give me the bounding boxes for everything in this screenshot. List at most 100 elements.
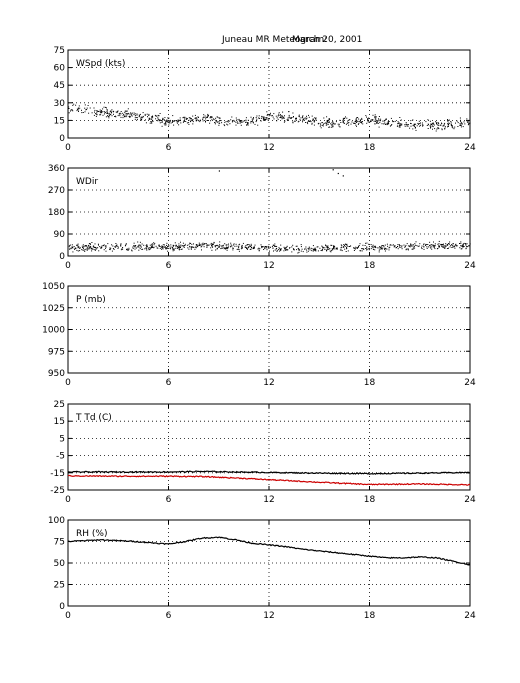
data-point (206, 246, 208, 248)
data-point (280, 116, 282, 118)
data-point (378, 251, 380, 253)
data-point (172, 120, 174, 122)
data-point (99, 246, 101, 248)
data-point (151, 117, 152, 119)
data-point (276, 250, 278, 252)
data-point (125, 116, 127, 118)
data-point (120, 111, 122, 112)
data-point (398, 122, 400, 124)
data-point (345, 251, 347, 252)
data-point (397, 122, 399, 124)
data-point (438, 245, 440, 247)
scatter-series-0 (68, 240, 471, 254)
y-tick-label: 100 (48, 516, 65, 526)
data-point (191, 246, 193, 248)
line-series-0 (67, 536, 471, 566)
data-point (180, 244, 182, 246)
data-point (313, 121, 315, 123)
data-point (81, 249, 83, 251)
data-point (278, 114, 280, 116)
data-point (387, 121, 389, 123)
data-point (146, 245, 148, 247)
data-point (202, 120, 204, 122)
data-point (167, 121, 169, 123)
data-point (304, 117, 306, 119)
data-point (196, 118, 198, 120)
data-point (96, 248, 98, 250)
data-point (177, 120, 179, 122)
data-point (233, 244, 235, 246)
data-point (128, 247, 130, 249)
data-point (448, 119, 450, 121)
data-point (146, 249, 148, 251)
data-point (214, 123, 216, 125)
data-point (381, 245, 383, 247)
data-point (235, 117, 237, 119)
data-point (456, 120, 458, 122)
data-point (376, 122, 378, 124)
data-point (341, 250, 343, 252)
data-point (152, 117, 154, 119)
data-point (104, 245, 106, 247)
data-point (274, 243, 276, 245)
data-point (459, 243, 460, 244)
data-point (460, 248, 462, 250)
data-point (455, 245, 457, 247)
data-point (126, 110, 128, 112)
data-point (116, 244, 117, 246)
data-point (346, 244, 347, 246)
data-point (210, 247, 212, 249)
data-point (396, 247, 398, 248)
data-point (343, 246, 345, 248)
data-point (94, 111, 95, 113)
data-point (159, 122, 161, 124)
data-point (358, 245, 360, 247)
data-point (348, 124, 350, 126)
data-point (193, 246, 195, 248)
data-point (468, 245, 470, 247)
data-point (87, 105, 89, 106)
data-point (358, 122, 360, 124)
data-point (286, 246, 288, 248)
data-point (134, 245, 136, 247)
data-point (292, 121, 294, 123)
data-point (166, 244, 167, 246)
data-point (385, 118, 387, 120)
data-point (411, 245, 413, 247)
data-point (253, 117, 254, 119)
data-point (344, 117, 346, 119)
data-point (77, 243, 79, 245)
data-point (267, 114, 269, 116)
y-tick-label: 30 (54, 99, 66, 109)
data-point (377, 247, 379, 249)
data-point (398, 244, 400, 246)
data-point (117, 246, 119, 248)
data-point (105, 106, 106, 108)
data-point (160, 120, 162, 122)
data-point (169, 247, 171, 249)
data-point (203, 114, 205, 116)
data-point (314, 117, 316, 119)
data-point (433, 246, 435, 248)
data-point (117, 110, 119, 112)
data-point (259, 248, 261, 250)
data-point (184, 245, 186, 246)
data-point (397, 248, 399, 250)
data-point (333, 123, 335, 125)
data-point (210, 120, 212, 122)
data-point (114, 116, 116, 117)
data-point (438, 122, 439, 124)
data-point (432, 126, 434, 128)
data-point (327, 119, 329, 121)
data-point (137, 246, 139, 248)
data-point (310, 121, 312, 123)
data-point (134, 246, 136, 248)
data-point (273, 113, 275, 115)
data-point (186, 122, 188, 124)
data-point (322, 246, 323, 248)
data-point (253, 118, 254, 120)
data-point (224, 247, 226, 249)
data-point (398, 126, 400, 128)
y-tick-label: 60 (54, 64, 66, 74)
data-point (172, 115, 174, 117)
